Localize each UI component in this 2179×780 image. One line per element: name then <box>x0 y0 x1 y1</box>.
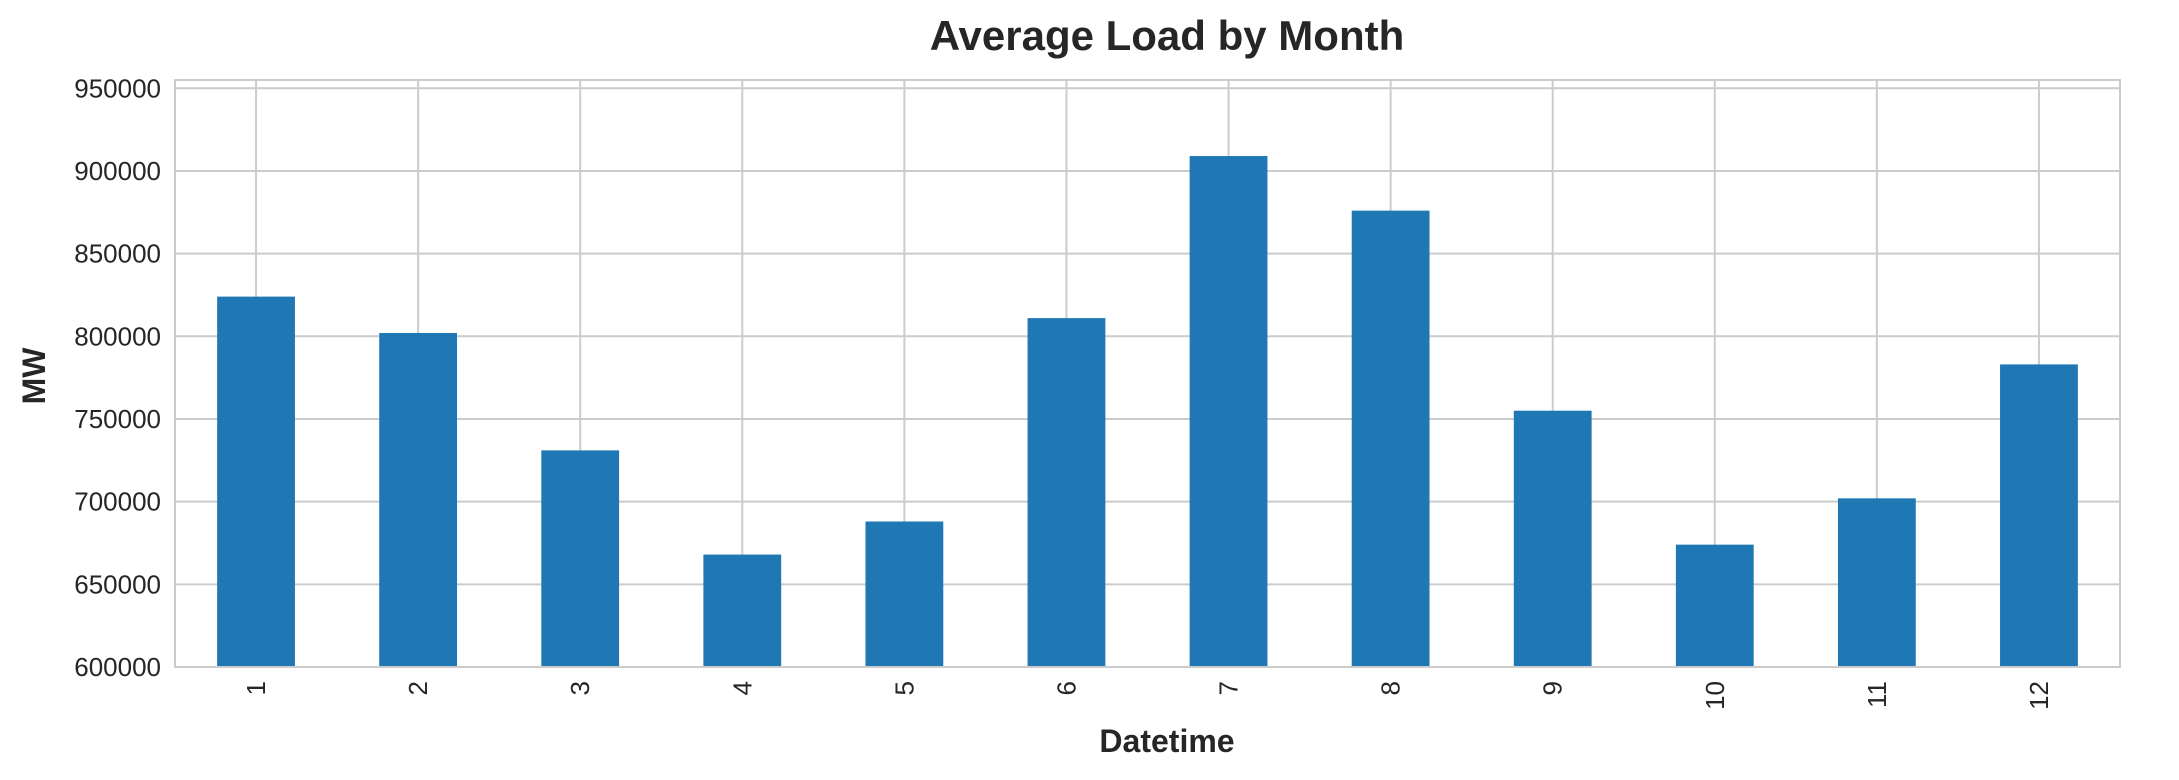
bar-month-8 <box>1351 210 1430 667</box>
y-tick-labels: 600000 650000 700000 750000 800000 850000 9000… <box>74 73 161 682</box>
bar-month-9 <box>1513 410 1592 667</box>
x-tick-label: 12 <box>2024 681 2054 710</box>
x-tick-label: 6 <box>1051 681 1081 695</box>
grid-lines <box>175 80 2120 668</box>
y-tick-label: 900000 <box>74 156 161 186</box>
bar-month-7 <box>1189 156 1268 668</box>
y-tick-label: 850000 <box>74 239 161 269</box>
bar-month-5 <box>865 521 944 667</box>
y-tick-label: 950000 <box>74 73 161 103</box>
x-tick-label: 8 <box>1376 681 1406 695</box>
x-tick-label: 4 <box>727 681 757 695</box>
x-tick-label: 1 <box>241 681 271 695</box>
x-axis-label: Datetime <box>1099 723 1234 759</box>
y-axis-label: MW <box>16 347 52 405</box>
bar-month-4 <box>703 554 782 667</box>
x-tick-labels: 1 2 3 4 5 6 7 8 9 10 11 12 <box>241 681 2054 710</box>
bar-month-1 <box>217 296 295 667</box>
bar-month-12 <box>2000 364 2078 667</box>
bar-month-10 <box>1675 544 1754 667</box>
y-tick-label: 700000 <box>74 487 161 517</box>
x-tick-label: 9 <box>1538 681 1568 695</box>
y-tick-label: 650000 <box>74 569 161 599</box>
bar-month-2 <box>379 332 458 667</box>
y-tick-label: 800000 <box>74 321 161 351</box>
x-tick-label: 2 <box>403 681 433 695</box>
x-tick-label: 11 <box>1862 681 1892 708</box>
bar-month-11 <box>1837 498 1916 667</box>
y-tick-label: 750000 <box>74 404 161 434</box>
x-tick-label: 7 <box>1214 681 1244 695</box>
chart-title: Average Load by Month <box>930 12 1405 59</box>
x-tick-label: 10 <box>1700 681 1730 710</box>
y-tick-label: 600000 <box>74 652 161 682</box>
bar-month-3 <box>541 450 620 667</box>
plot-frame <box>174 79 2121 668</box>
x-tick-label: 5 <box>889 681 919 695</box>
x-tick-label: 3 <box>565 681 595 695</box>
bars <box>217 156 2078 668</box>
bar-month-6 <box>1027 318 1106 667</box>
